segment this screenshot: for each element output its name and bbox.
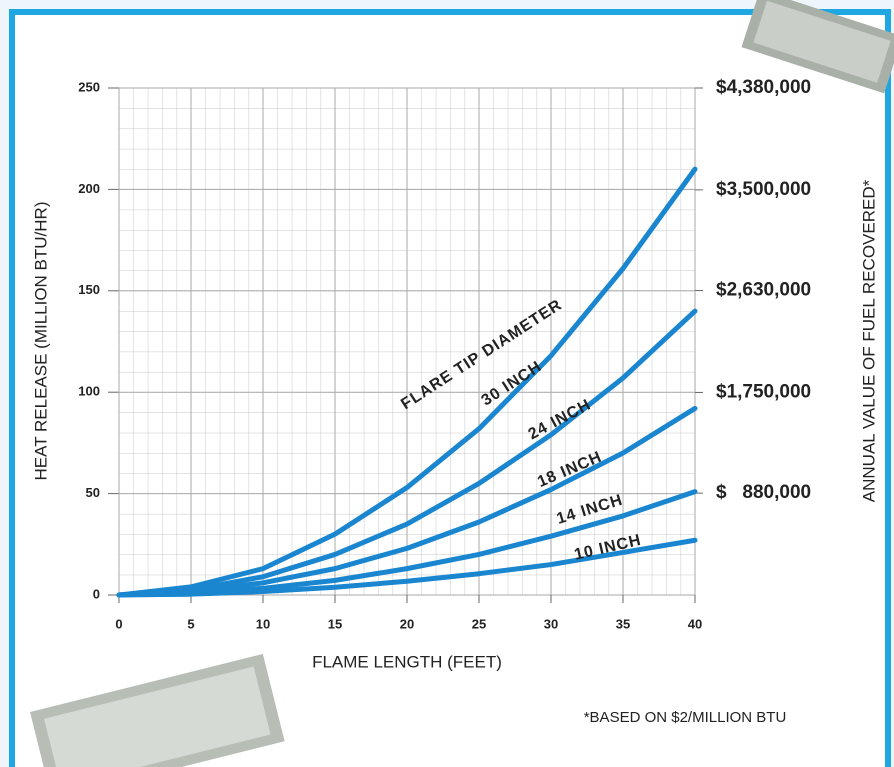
line-series — [116, 405, 698, 598]
x-tick-label: 5 — [187, 616, 194, 631]
y-axis-label: HEAT RELEASE (MILLION BTU/HR) — [31, 202, 50, 481]
line-series — [116, 166, 698, 598]
y-tick-label: 50 — [86, 485, 100, 500]
y2-tick-label: $4,380,000 — [716, 77, 811, 98]
x-tick-label: 10 — [256, 616, 270, 631]
x-tick-label: 35 — [616, 616, 630, 631]
y2-tick-label: $3,500,000 — [716, 179, 811, 200]
x-tick-label: 30 — [544, 616, 558, 631]
y2-axis-label: ANNUAL VALUE OF FUEL RECOVERED* — [859, 179, 878, 502]
y2-tick-label: $ 880,000 — [716, 482, 811, 503]
y-tick-label: 150 — [78, 282, 100, 297]
money-image — [741, 0, 894, 94]
y-tick-label: 250 — [78, 79, 100, 94]
money-image — [30, 653, 285, 767]
x-tick-label: 40 — [688, 616, 702, 631]
footnote: *BASED ON $2/MILLION BTU — [584, 709, 787, 726]
line-series — [116, 308, 698, 598]
x-axis-label: FLAME LENGTH (FEET) — [312, 652, 502, 671]
x-tick-label: 15 — [328, 616, 342, 631]
y2-tick-label: $2,630,000 — [716, 280, 811, 301]
y2-tick-label: $1,750,000 — [716, 381, 811, 402]
y-tick-label: 100 — [78, 384, 100, 399]
y-tick-label: 200 — [78, 181, 100, 196]
x-tick-label: 25 — [472, 616, 486, 631]
line-series — [116, 537, 698, 598]
x-tick-label: 20 — [400, 616, 414, 631]
x-tick-label: 0 — [115, 616, 122, 631]
y-tick-label: 0 — [93, 586, 100, 601]
